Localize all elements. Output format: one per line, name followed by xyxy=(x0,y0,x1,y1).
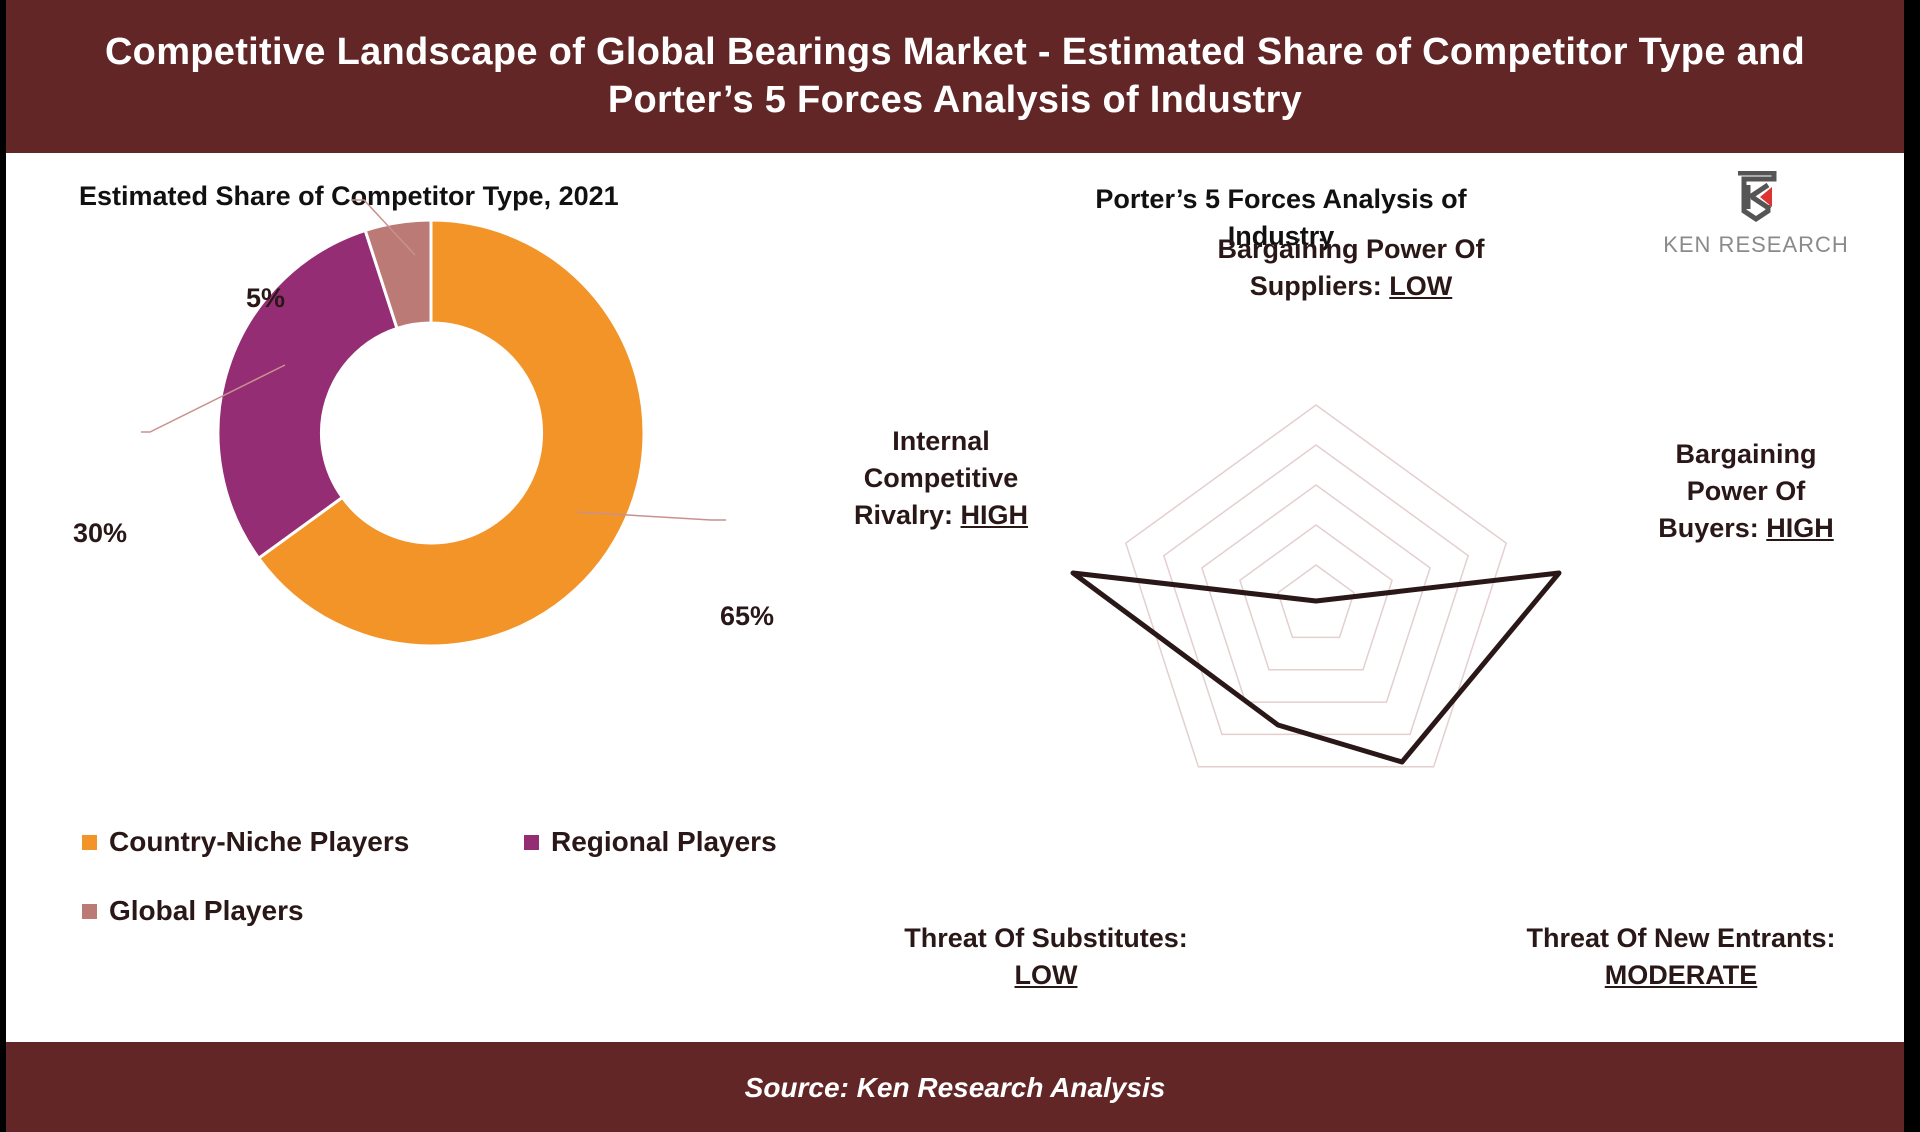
legend-item-country-niche: Country-Niche Players xyxy=(82,826,409,858)
slice-regional xyxy=(216,228,399,561)
rating-rivalry: HIGH xyxy=(960,500,1029,530)
radar-chart xyxy=(1070,404,1562,768)
porter-title-line2: Industry xyxy=(1227,221,1335,251)
force-substitutes: Threat Of Substitutes: LOW xyxy=(866,920,1226,994)
source-text: Source: Ken Research Analysis xyxy=(744,1071,1166,1103)
page-title-line1: Competitive Landscape of Global Bearings… xyxy=(104,31,1806,73)
porter-title-line1: Porter’s 5 Forces Analysis of xyxy=(1095,184,1467,214)
slice-country-niche xyxy=(256,218,646,648)
rating-suppliers: LOW xyxy=(1389,271,1453,301)
label-country-pct: 65% xyxy=(720,601,775,631)
force-new-entrants: Threat Of New Entrants: MODERATE xyxy=(1486,920,1876,994)
force-suppliers-line1: Bargaining Power Of xyxy=(1217,234,1485,264)
ken-research-logo: KEN RESEARCH xyxy=(1656,170,1856,258)
leader-line-regional xyxy=(141,364,286,433)
page-title-line2: Porter’s 5 Forces Analysis of Industry xyxy=(607,79,1303,121)
force-buyers-line2: Power Of xyxy=(1686,476,1806,506)
porter-chart-title: Porter’s 5 Forces Analysis of Industry xyxy=(1016,181,1546,255)
force-rivalry: Internal Competitive Rivalry: HIGH xyxy=(816,423,1066,534)
footer-banner: Source: Ken Research Analysis xyxy=(6,1043,1904,1132)
force-suppliers-line2: Suppliers: xyxy=(1249,271,1390,301)
force-rivalry-line2: Competitive xyxy=(863,463,1019,493)
leader-line-global xyxy=(351,199,416,256)
label-regional-pct: 30% xyxy=(73,518,128,548)
force-buyers: Bargaining Power Of Buyers: HIGH xyxy=(1606,436,1886,547)
rating-substitutes: LOW xyxy=(1014,960,1078,990)
force-new-entrants-line1: Threat Of New Entrants: xyxy=(1526,923,1836,953)
header-banner: Competitive Landscape of Global Bearings… xyxy=(6,0,1904,152)
donut-chart-title: Estimated Share of Competitor Type, 2021 xyxy=(79,181,619,211)
legend-label: Country-Niche Players xyxy=(109,826,410,857)
radar-series xyxy=(1070,570,1562,765)
force-rivalry-line3: Rivalry: xyxy=(853,500,961,530)
rating-buyers: HIGH xyxy=(1766,513,1834,543)
legend-label: Regional Players xyxy=(551,826,777,857)
donut-chart xyxy=(141,199,726,648)
legend-item-regional: Regional Players xyxy=(524,826,777,858)
content-panel: Estimated Share of Competitor Type, 2021… xyxy=(6,153,1904,1042)
legend-swatch-orange xyxy=(82,834,97,850)
slice-global xyxy=(363,218,433,331)
legend-swatch-purple xyxy=(524,834,539,850)
legend-label: Global Players xyxy=(109,895,304,926)
force-rivalry-line1: Internal xyxy=(892,426,990,456)
force-substitutes-line1: Threat Of Substitutes: xyxy=(904,923,1188,953)
logo-text: KEN RESEARCH xyxy=(1663,232,1849,257)
force-suppliers: Bargaining Power Of Suppliers: LOW xyxy=(1156,231,1546,305)
leader-line-country xyxy=(576,511,726,521)
legend-swatch-rose xyxy=(82,903,97,919)
infographic-frame: Competitive Landscape of Global Bearings… xyxy=(6,0,1904,1132)
force-buyers-line1: Bargaining xyxy=(1675,439,1817,469)
ken-research-logo-icon xyxy=(1738,170,1777,223)
force-buyers-line3: Buyers: xyxy=(1658,513,1767,543)
rating-new-entrants: MODERATE xyxy=(1604,960,1758,990)
legend-item-global: Global Players xyxy=(82,895,304,927)
label-global-pct: 5% xyxy=(246,283,286,313)
